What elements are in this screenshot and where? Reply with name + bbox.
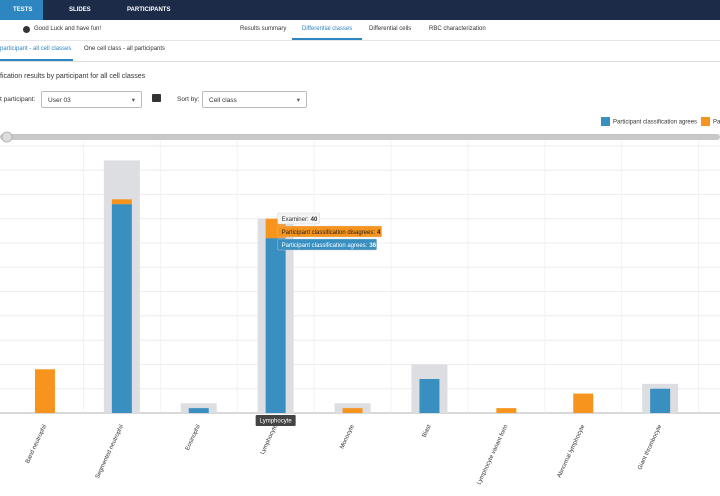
x-tooltip-bg — [255, 415, 296, 426]
x-tick-label: Lymphocyte — [260, 423, 279, 455]
disagrees-bar — [496, 408, 517, 413]
disagrees-bar — [573, 393, 594, 413]
tooltip-row: Participant classification disagrees: 4 — [282, 230, 381, 236]
message: Good Luck and have fun! — [34, 26, 102, 32]
x-tick-label: Segmented neutrophil — [95, 424, 125, 480]
filter-label: t participant: — [0, 96, 36, 103]
comment-icon[interactable] — [152, 94, 161, 102]
sub-tab[interactable]: Differential cells — [369, 26, 412, 32]
active-underline — [0, 59, 73, 61]
x-tick-label: Lymphocyte variant form — [476, 424, 509, 486]
sub-tab[interactable]: RBC characterization — [429, 26, 486, 32]
x-tooltip: Lymphocyte — [260, 419, 293, 425]
scroll-handle[interactable] — [1, 131, 13, 143]
x-tick-label: Monocyte — [339, 423, 356, 450]
tooltip-row-bg — [277, 238, 377, 251]
sort-select[interactable]: Cell class — [202, 91, 307, 109]
tooltip-value: 36 — [369, 243, 376, 249]
sub-tab[interactable]: Results summary — [240, 26, 287, 32]
sub-header: Good Luck and have fun! Results summary … — [0, 20, 720, 41]
agrees-bar — [419, 379, 440, 413]
chart: Participant classification agrees Partici… — [0, 117, 720, 486]
active-underline — [292, 38, 362, 40]
top-nav: TESTS SLIDES PARTICIPANTS — [0, 0, 720, 20]
tooltip-label: Examiner: — [282, 217, 309, 223]
disagrees-bar — [342, 408, 363, 413]
disagrees-bar — [34, 369, 55, 413]
disagrees-bar — [111, 199, 132, 205]
agrees-bar — [188, 408, 209, 413]
x-tick-label: Abnormal lymphocyte — [557, 423, 587, 478]
view-tabs: participant - all cell classes One cell … — [0, 41, 720, 62]
tooltip-row: Examiner: 40 — [282, 217, 318, 223]
nav-tab[interactable]: SLIDES — [69, 7, 91, 13]
agrees-bar — [111, 204, 132, 413]
legend-swatch — [701, 117, 710, 126]
info-icon — [23, 26, 30, 33]
legend-label: Participant classification disagrees — [713, 120, 720, 126]
participant-select[interactable]: User 03 — [41, 91, 142, 109]
view-tab[interactable]: participant - all cell classes — [0, 46, 72, 52]
legend-swatch — [601, 117, 610, 126]
view-tab[interactable]: One cell class - all participants — [84, 46, 166, 52]
tooltip-value: 40 — [311, 217, 318, 223]
x-tick-label: Blast — [422, 424, 433, 439]
filter-label: Sort by: — [177, 96, 200, 103]
tooltip-row-bg — [277, 225, 382, 238]
tooltip-row: Participant classification agrees: 36 — [282, 243, 377, 249]
sub-tab[interactable]: Differential classes — [302, 26, 353, 32]
heading: fication results by participant for all … — [0, 73, 146, 80]
tooltip-label: Participant classification agrees: — [282, 243, 368, 249]
legend-label: Participant classification agrees — [613, 120, 697, 126]
nav-tab[interactable]: PARTICIPANTS — [127, 7, 171, 13]
nav-tab[interactable]: TESTS — [13, 7, 33, 13]
x-tick-label: Eosinophil — [185, 424, 202, 452]
x-tick-label: Band neutrophil — [25, 424, 48, 465]
agrees-bar — [650, 388, 671, 413]
tooltip-value: 4 — [377, 230, 381, 236]
tooltip-label: Participant classification disagrees: — [282, 230, 376, 236]
active-tab-bg — [0, 0, 43, 20]
x-tick-label: Giant thrombocyte — [637, 423, 663, 471]
agrees-bar — [265, 238, 286, 413]
scroll-bar[interactable] — [0, 134, 720, 140]
tooltip-row-bg — [277, 212, 320, 225]
